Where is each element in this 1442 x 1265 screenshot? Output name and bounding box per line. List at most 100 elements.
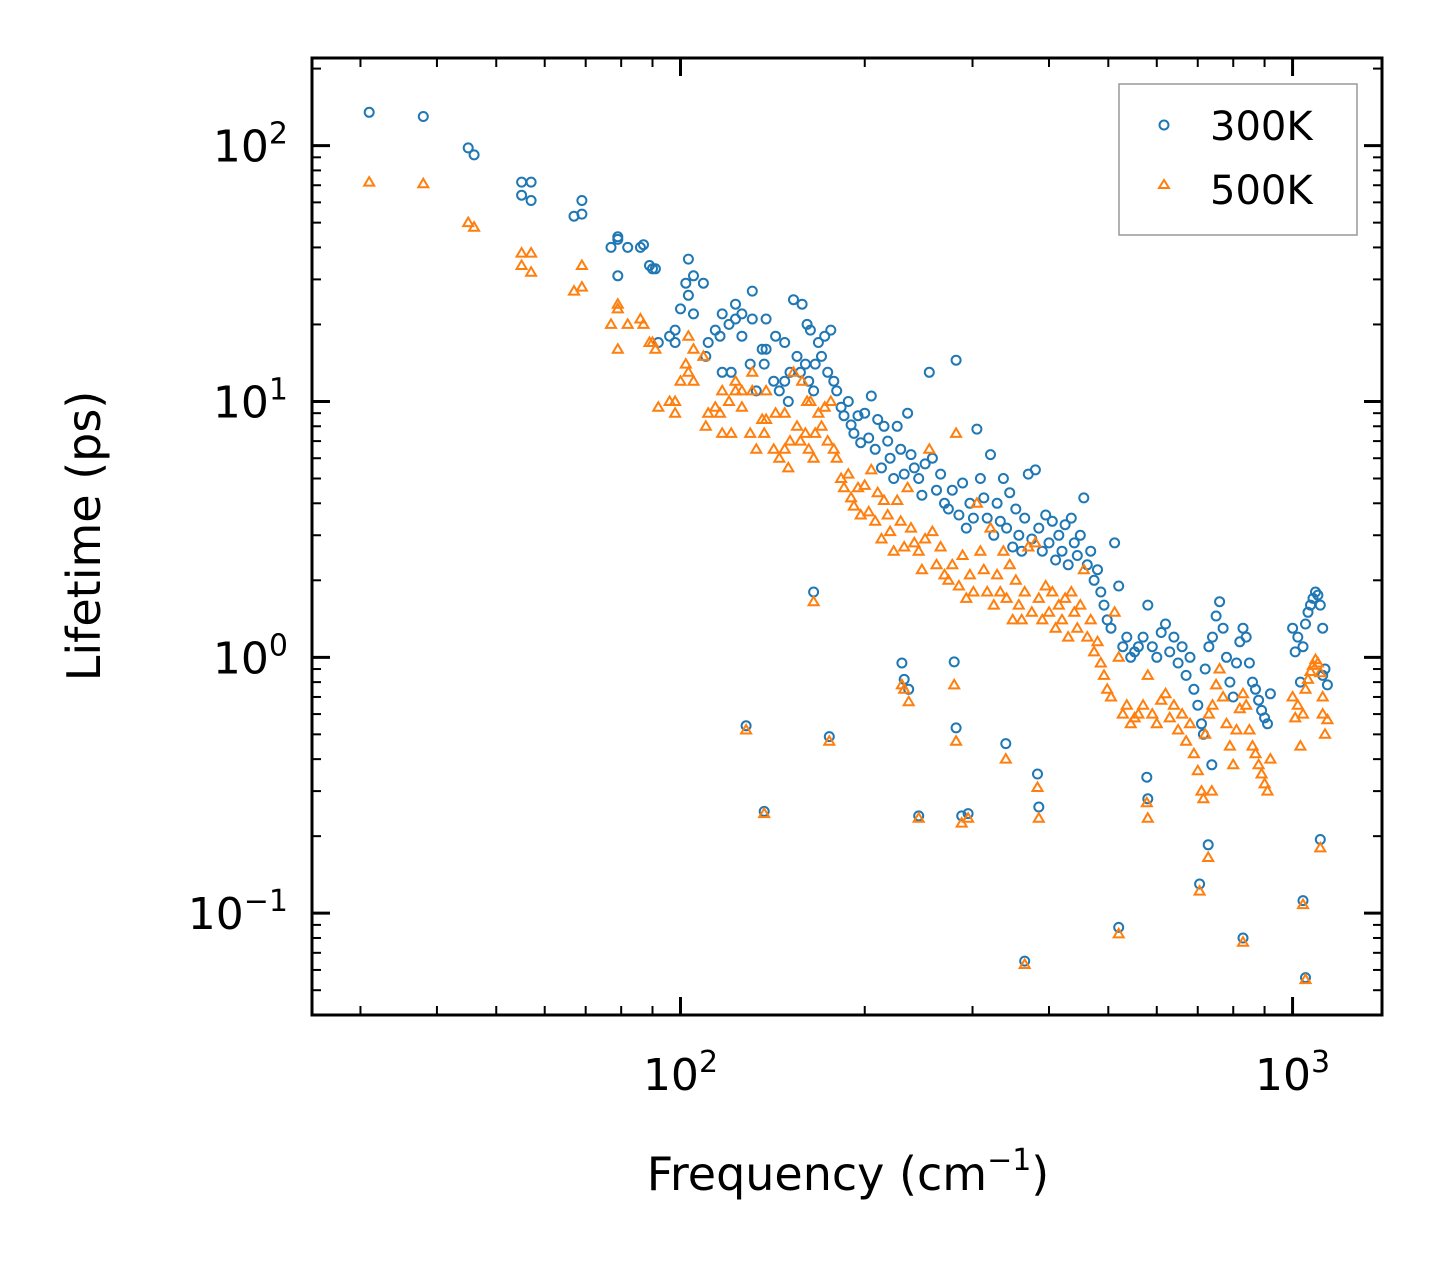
point-500k — [900, 480, 915, 493]
point-500k — [918, 532, 932, 544]
point-500k — [999, 752, 1013, 764]
point-300k — [994, 515, 1006, 527]
point-300k — [1217, 622, 1229, 634]
point-300k — [702, 337, 714, 348]
point-500k — [681, 365, 696, 377]
point-500k — [1009, 573, 1023, 585]
point-300k — [895, 443, 907, 455]
point-500k — [768, 406, 783, 418]
point-300k — [891, 420, 903, 432]
point-300k — [1297, 895, 1309, 907]
point-300k — [634, 241, 646, 253]
point-300k — [978, 492, 990, 504]
point-300k — [852, 410, 864, 422]
point-500k — [947, 677, 961, 690]
point-300k — [865, 390, 877, 402]
point-500k — [1242, 723, 1257, 735]
point-300k — [779, 375, 791, 387]
point-500k — [1179, 734, 1193, 746]
point-300k — [962, 808, 974, 820]
y-tick-label: 100 — [213, 628, 288, 684]
point-300k — [682, 253, 694, 265]
point-500k — [1002, 557, 1017, 570]
point-300k — [882, 435, 894, 447]
point-300k — [649, 263, 661, 275]
point-500k — [911, 811, 926, 823]
point-500k — [467, 220, 481, 232]
point-300k — [1113, 580, 1125, 592]
point-500k — [715, 426, 729, 438]
point-500k — [1162, 710, 1177, 723]
point-300k — [950, 354, 962, 366]
point-500k — [648, 342, 663, 354]
point-300k — [1029, 464, 1041, 476]
point-300k — [1142, 599, 1154, 611]
point-300k — [796, 298, 808, 310]
point-500k — [1067, 605, 1082, 617]
point-300k — [1224, 676, 1236, 688]
point-500k — [1116, 707, 1130, 719]
point-300k — [1050, 554, 1062, 566]
point-300k — [1259, 712, 1271, 724]
point-500k — [1236, 686, 1250, 699]
point-500k — [1080, 630, 1095, 642]
point-500k — [1311, 656, 1325, 668]
point-300k — [788, 294, 799, 306]
point-500k — [999, 591, 1014, 603]
point-500k — [708, 400, 723, 412]
point-500k — [897, 682, 911, 694]
point-500k — [1236, 935, 1250, 947]
point-300k — [1141, 771, 1153, 783]
point-500k — [1315, 707, 1330, 719]
point-500k — [1254, 767, 1269, 779]
point-300k — [1250, 683, 1261, 695]
point-500k — [977, 562, 991, 575]
point-500k — [777, 442, 792, 454]
point-300k — [831, 385, 843, 397]
point-500k — [1061, 630, 1075, 642]
point-300k — [1262, 718, 1273, 730]
point-500k — [980, 585, 994, 597]
point-300k — [1065, 512, 1077, 524]
point-300k — [746, 285, 758, 297]
point-300k — [1240, 631, 1252, 643]
point-500k — [1005, 612, 1020, 625]
point-500k — [1212, 662, 1227, 674]
point-500k — [1032, 591, 1046, 603]
point-500k — [901, 694, 916, 707]
point-500k — [949, 426, 963, 438]
point-500k — [1192, 884, 1207, 896]
point-500k — [1296, 707, 1310, 719]
point-500k — [911, 544, 926, 556]
point-500k — [1097, 668, 1111, 680]
point-300k — [1074, 529, 1086, 541]
point-500k — [1306, 658, 1320, 670]
point-300k — [812, 337, 824, 348]
y-axis-title: Lifetime (ps) — [57, 391, 111, 682]
point-500k — [1191, 763, 1205, 776]
point-500k — [1198, 727, 1212, 739]
point-500k — [822, 734, 837, 746]
axis-ticks — [312, 58, 1382, 1016]
point-500k — [1263, 752, 1278, 764]
point-300k — [1113, 921, 1125, 933]
point-300k — [1287, 622, 1299, 634]
point-300k — [760, 313, 772, 325]
point-500k — [514, 258, 529, 270]
point-300k — [638, 239, 649, 251]
point-300k — [1146, 641, 1158, 653]
plot-frame — [310, 56, 1384, 1017]
point-500k — [790, 419, 804, 431]
point-500k — [1154, 693, 1168, 705]
point-300k — [838, 410, 850, 422]
point-500k — [959, 591, 974, 603]
point-500k — [1123, 716, 1138, 729]
point-300k — [770, 330, 782, 342]
point-300k — [896, 657, 908, 669]
point-500k — [1140, 795, 1154, 808]
point-500k — [620, 317, 635, 329]
point-300k — [758, 358, 770, 370]
point-500k — [1167, 698, 1181, 710]
point-300k — [1302, 606, 1314, 618]
point-300k — [1010, 503, 1022, 515]
